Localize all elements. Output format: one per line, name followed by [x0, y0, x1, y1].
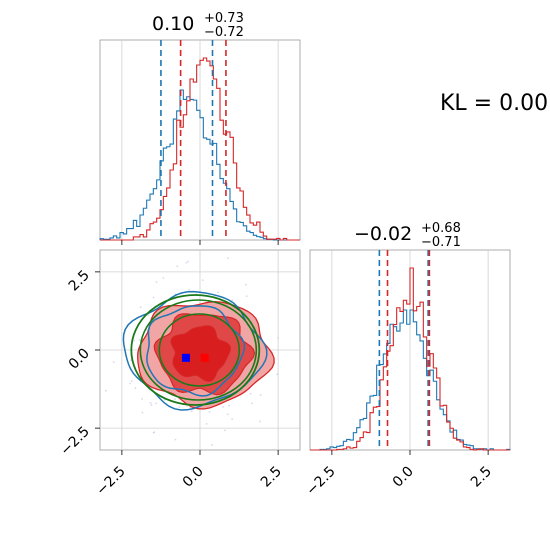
scatter-point — [245, 295, 248, 298]
scatter-point — [162, 277, 165, 279]
hist-param1-upper: +0.73 — [204, 11, 244, 26]
kl-annotation: KL = 0.00 — [440, 91, 548, 116]
y-tick-label: 2.5 — [66, 267, 93, 294]
hist-param2-title: −0.02 — [354, 223, 412, 245]
scatter-point — [152, 431, 155, 434]
hist-param1-quantile-lines — [160, 40, 227, 240]
scatter-point — [155, 281, 158, 283]
scatter-point — [208, 411, 211, 413]
scatter-point — [152, 296, 155, 299]
scatter-point — [224, 429, 226, 432]
marker-blue-square — [181, 353, 190, 362]
hist-param2-lower: −0.71 — [421, 235, 461, 250]
scatter-point — [227, 257, 229, 260]
contour-markers — [181, 353, 209, 362]
x-tick-label: 0.0 — [390, 464, 417, 491]
hist-param2-median: −0.02 — [354, 223, 412, 245]
scatter-point — [134, 387, 137, 390]
scatter-point — [146, 328, 148, 331]
scatter-point — [244, 283, 247, 286]
scatter-point — [222, 405, 224, 408]
x-tick-label: 2.5 — [258, 464, 285, 491]
scatter-point — [133, 339, 135, 342]
hist-param1-title: 0.10 — [152, 13, 194, 35]
contour-blue-outer — [122, 290, 268, 411]
hist-param2-panel: −0.02 +0.68 −0.71 — [309, 221, 511, 451]
hist-param2-quantile-lines — [378, 250, 431, 450]
scatter-point — [147, 314, 150, 317]
hist-param1-lower: −0.72 — [204, 25, 244, 40]
x-tick-label: 0.0 — [180, 464, 207, 491]
scatter-point — [141, 411, 144, 414]
hist-param2-upper: +0.68 — [421, 221, 461, 236]
scatter-point — [176, 265, 179, 268]
scatter-point — [259, 394, 262, 396]
scatter-point — [139, 306, 142, 309]
scatter-point — [231, 299, 234, 302]
scatter-point — [259, 420, 261, 423]
scatter-point — [174, 398, 176, 400]
scatter-point — [228, 404, 231, 407]
scatter-point — [141, 397, 143, 400]
scatter-point — [249, 392, 252, 395]
x-tick-label: −2.5 — [303, 464, 338, 499]
scatter-point — [211, 444, 214, 446]
scatter-point — [178, 406, 181, 408]
y-tick-label: −2.5 — [57, 424, 92, 459]
scatter-point — [187, 260, 189, 263]
y-tick-label: 0.0 — [66, 346, 93, 373]
scatter-point — [104, 389, 107, 392]
scatter-point — [201, 279, 204, 282]
scatter-point — [174, 438, 177, 441]
contour-lines — [122, 290, 268, 411]
scatter-point — [231, 418, 234, 421]
marker-red-square — [200, 353, 209, 362]
scatter-point — [155, 402, 157, 405]
scatter-point — [149, 401, 152, 404]
scatter-point — [112, 361, 115, 364]
scatter-point — [138, 338, 141, 341]
hist-param2-series-b — [310, 267, 510, 451]
hist-param1-series-b — [100, 57, 300, 241]
contour-panel — [99, 249, 301, 451]
contour-green-mid — [139, 299, 258, 401]
contour-green-outer — [130, 294, 261, 406]
scatter-point — [189, 406, 192, 409]
scatter-point — [251, 402, 254, 405]
hist-param1-median: 0.10 — [152, 13, 194, 35]
scatter-point — [216, 291, 219, 294]
scatter-point — [130, 380, 133, 382]
x-tick-label: −2.5 — [93, 464, 128, 499]
scatter-point — [129, 382, 131, 385]
hist-param1-grid — [121, 40, 279, 240]
scatter-point — [150, 403, 153, 406]
scatter-point — [185, 261, 188, 264]
hist-param2-series-a — [310, 309, 511, 451]
x-tick-label: 2.5 — [468, 464, 495, 491]
scatter-point — [188, 288, 191, 291]
scatter-point — [205, 422, 208, 425]
contour-green-inner — [158, 313, 241, 387]
contour-red-inner — [170, 325, 232, 382]
hist-param1-series-a — [99, 89, 300, 241]
scatter-point — [226, 413, 229, 416]
contour-blue-inner — [146, 305, 246, 397]
scatter-point — [277, 336, 279, 339]
scatter-point — [190, 410, 193, 413]
hist-param1-panel: 0.10 +0.73 −0.72 — [99, 11, 301, 241]
scatter-point — [276, 373, 279, 376]
